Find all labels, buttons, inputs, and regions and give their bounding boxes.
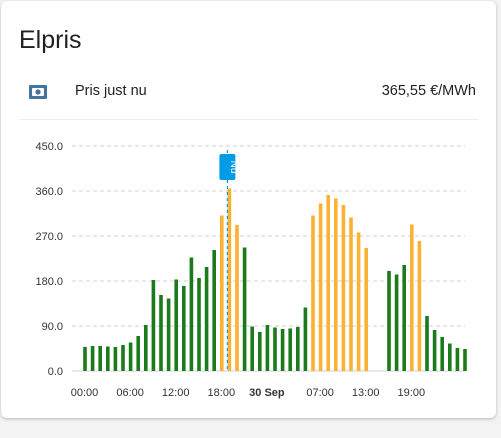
y-tick-label: 90.0 (42, 321, 63, 333)
price-bar (318, 203, 323, 371)
price-bar (296, 327, 300, 371)
price-bar (189, 257, 194, 371)
price-bar (334, 198, 338, 371)
price-bar (212, 250, 216, 371)
price-bar (144, 325, 148, 371)
price-bar (121, 345, 125, 371)
price-bar (326, 195, 330, 371)
price-bar (258, 332, 262, 371)
price-bar (341, 205, 346, 371)
price-bar (128, 342, 133, 371)
current-price-label: Pris just nu (75, 83, 147, 99)
price-bar (113, 347, 118, 371)
price-bar (303, 307, 308, 371)
price-bar (250, 326, 254, 371)
price-bar (311, 215, 315, 371)
price-bar (90, 346, 95, 371)
price-bar (273, 327, 277, 371)
x-tick-label: 18:00 (208, 387, 236, 399)
price-bar (220, 215, 224, 371)
price-bar (235, 225, 239, 371)
x-tick-label: 30 Sep (249, 387, 285, 399)
y-tick-label: 0.0 (48, 366, 63, 378)
price-bar (265, 325, 270, 371)
price-bar (387, 271, 391, 371)
current-price-row[interactable]: Pris just nu 365,55 €/MWh (19, 75, 478, 109)
price-bar (394, 274, 399, 371)
price-bar (463, 349, 467, 371)
price-bar (166, 298, 171, 371)
y-tick-label: 450.0 (35, 141, 63, 153)
price-bar (349, 217, 353, 371)
x-tick-label: 12:00 (162, 387, 190, 399)
price-bar (432, 330, 437, 371)
price-bar (410, 224, 414, 371)
price-bar (402, 265, 406, 371)
price-bar (174, 279, 178, 371)
y-tick-label: 180.0 (35, 276, 63, 288)
price-bar (159, 295, 163, 371)
card-title: Elpris (19, 26, 82, 54)
price-bar (182, 286, 186, 371)
price-bar (440, 337, 444, 371)
x-tick-label: 19:00 (398, 387, 426, 399)
price-bar (364, 248, 368, 371)
now-marker-badge (219, 154, 236, 180)
price-bar (455, 348, 460, 371)
y-tick-label: 360.0 (35, 186, 63, 198)
x-tick-label: 07:00 (306, 387, 334, 399)
y-tick-label: 270.0 (35, 231, 63, 243)
price-bar (448, 343, 452, 371)
current-price-value: 365,55 €/MWh (381, 83, 476, 99)
price-bar (425, 316, 429, 371)
x-tick-label: 13:00 (352, 387, 380, 399)
price-bar (136, 336, 140, 371)
price-bar (280, 329, 285, 371)
price-bar (204, 267, 209, 371)
price-bar (83, 347, 87, 371)
price-bar (417, 241, 422, 371)
now-marker-label: Nu (228, 161, 239, 174)
price-bar (288, 328, 292, 371)
price-bar (197, 278, 201, 371)
x-tick-label: 00:00 (71, 387, 99, 399)
price-bar (356, 232, 361, 371)
divider (19, 119, 478, 120)
price-bar (98, 346, 102, 371)
price-bar (106, 346, 110, 371)
x-tick-label: 06:00 (116, 387, 144, 399)
price-bar (151, 280, 156, 371)
cash-icon (29, 85, 47, 99)
price-bar (227, 188, 232, 371)
price-bar (242, 247, 247, 371)
